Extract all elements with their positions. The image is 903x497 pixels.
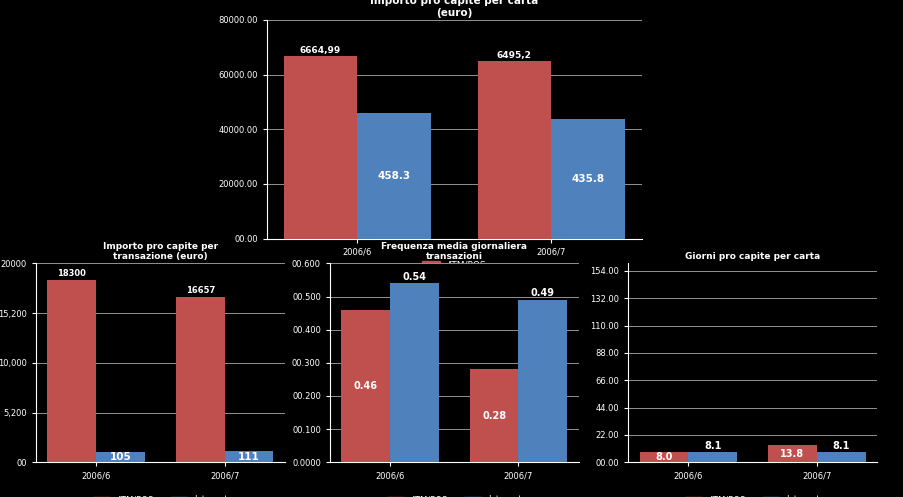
Text: 8.1: 8.1 (703, 441, 721, 451)
Text: 6495,2: 6495,2 (497, 51, 531, 60)
Text: 435.8: 435.8 (571, 174, 604, 184)
Text: 0.46: 0.46 (353, 381, 377, 391)
Bar (341, 310, 389, 462)
Text: 111: 111 (237, 452, 260, 462)
Bar (477, 61, 551, 239)
Bar (176, 297, 225, 462)
Bar (48, 280, 96, 462)
Text: 105: 105 (109, 452, 131, 462)
Bar (96, 452, 144, 462)
Text: 6664,99: 6664,99 (300, 46, 340, 55)
Text: 0.28: 0.28 (481, 411, 506, 421)
Text: 0.54: 0.54 (402, 272, 426, 282)
Legend: ATM/POS, Internet: ATM/POS, Internet (384, 492, 524, 497)
Bar (284, 56, 357, 239)
Text: 18300: 18300 (58, 269, 86, 278)
Bar (225, 451, 274, 462)
Legend: ATM/POS, Internet: ATM/POS, Internet (682, 492, 822, 497)
Bar (551, 119, 624, 239)
Text: 0.49: 0.49 (530, 288, 554, 298)
Bar (357, 113, 431, 239)
Text: 16657: 16657 (185, 286, 215, 295)
Legend: ATM/POS: ATM/POS (418, 257, 489, 273)
Bar (518, 300, 567, 462)
Text: 8.1: 8.1 (832, 441, 849, 451)
Text: 13.8: 13.8 (779, 449, 804, 459)
Bar (389, 283, 438, 462)
Title: Importo pro capite per
transazione (euro): Importo pro capite per transazione (euro… (103, 242, 218, 261)
Bar (639, 452, 687, 462)
Title: Importo pro capite per carta
(euro): Importo pro capite per carta (euro) (369, 0, 538, 18)
Bar (816, 452, 865, 462)
Text: 8.0: 8.0 (655, 452, 672, 462)
Text: 458.3: 458.3 (377, 171, 410, 181)
Title: Frequenza media giornaliera
transazioni: Frequenza media giornaliera transazioni (381, 242, 526, 261)
Bar (687, 452, 736, 462)
Title: Giorni pro capite per carta: Giorni pro capite per carta (684, 252, 819, 261)
Bar (470, 369, 518, 462)
Legend: ATM/POS, Internet: ATM/POS, Internet (90, 492, 230, 497)
Bar (768, 445, 816, 462)
